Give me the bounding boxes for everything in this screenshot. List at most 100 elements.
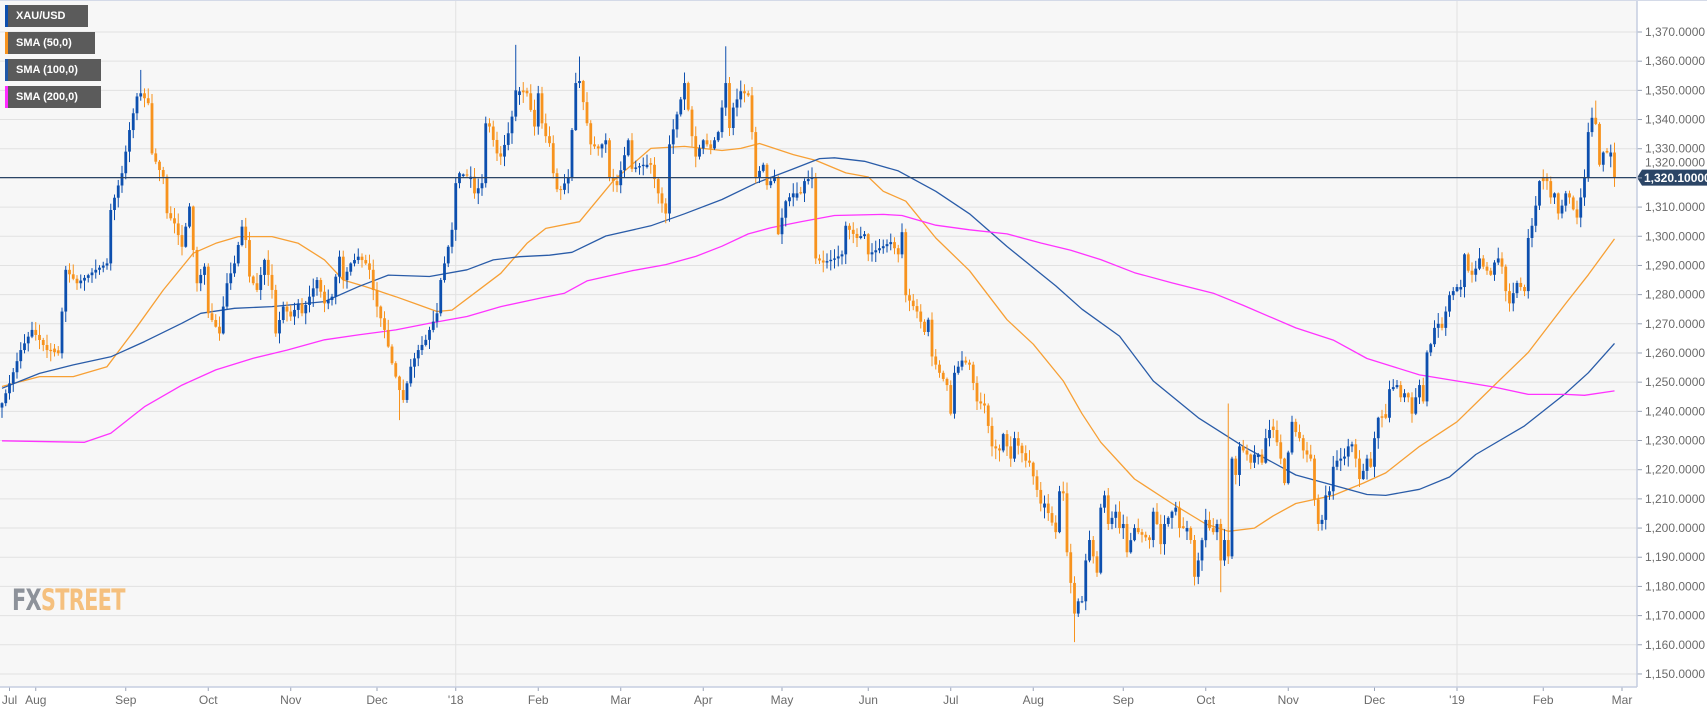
candle-up	[1365, 454, 1369, 480]
candle-up	[83, 275, 86, 291]
candle-up	[1088, 530, 1091, 563]
candle-up	[578, 56, 581, 88]
candle-down	[473, 168, 476, 199]
y-tick-label: 1,190.0000	[1645, 550, 1705, 564]
candle-body	[446, 246, 450, 264]
candle-body	[1545, 178, 1549, 182]
candle-body	[1496, 258, 1500, 263]
legend-label: SMA (200,0)	[16, 91, 78, 103]
candle-down	[499, 146, 503, 165]
candle-up	[349, 262, 353, 276]
candle-body	[675, 114, 679, 130]
candle-up	[1099, 503, 1103, 575]
candle-down	[75, 275, 79, 290]
candle-body	[1133, 528, 1136, 541]
candle-down	[1541, 169, 1545, 190]
candle-up	[484, 116, 488, 188]
candle-down	[1234, 455, 1238, 485]
x-tick-label: '18	[448, 693, 464, 707]
candle-body	[206, 266, 210, 314]
candle-body	[210, 313, 214, 321]
legend-item-sma100[interactable]: SMA (100,0)	[5, 59, 101, 81]
candle-body	[1369, 458, 1373, 467]
candle-body	[390, 346, 394, 364]
candle-body	[1331, 466, 1335, 492]
candle-body	[1343, 456, 1346, 459]
candle-body	[596, 146, 600, 149]
candle-up	[1373, 431, 1376, 478]
candle-down	[1275, 420, 1279, 446]
candle-body	[169, 213, 173, 219]
candle-body	[1020, 445, 1024, 454]
candle-body	[941, 372, 945, 379]
candle-body	[1575, 209, 1579, 218]
candle-down	[1226, 403, 1230, 564]
candle-body	[368, 263, 371, 270]
candle-body	[776, 177, 780, 235]
y-tick-label: 1,220.0000	[1645, 463, 1705, 477]
candle-body	[1290, 421, 1294, 453]
candle-down	[990, 417, 994, 457]
candle-body	[1313, 458, 1316, 500]
candle-body	[1519, 282, 1523, 288]
candle-body	[1129, 540, 1133, 553]
candle-up	[23, 334, 26, 354]
candle-body	[394, 363, 398, 377]
candle-down	[56, 346, 60, 356]
candles	[0, 44, 1616, 643]
candle-body	[701, 140, 705, 149]
candle-down	[1283, 457, 1286, 486]
candle-down	[165, 174, 169, 219]
candle-up	[1350, 441, 1354, 453]
candle-down	[41, 337, 45, 352]
legend-color-swatch	[5, 32, 8, 54]
candle-body	[780, 217, 784, 235]
candle-down	[559, 185, 563, 200]
x-tick-label: Feb	[528, 693, 549, 707]
candle-body	[143, 93, 146, 99]
candle-down	[540, 86, 544, 129]
candle-up	[439, 277, 443, 317]
candle-up	[105, 258, 109, 270]
candle-body	[71, 274, 75, 279]
y-tick-label: 1,160.0000	[1645, 638, 1705, 652]
candle-body	[833, 258, 836, 260]
candle-up	[1478, 247, 1481, 271]
legend-item-xauusd[interactable]: XAU/USD	[5, 5, 88, 27]
candle-body	[836, 256, 840, 259]
candle-body	[1125, 523, 1129, 553]
candle-body	[353, 260, 356, 264]
legend-item-sma50[interactable]: SMA (50,0)	[5, 32, 95, 54]
candle-up	[701, 139, 705, 155]
candle-up	[773, 169, 776, 184]
candle-up	[409, 358, 413, 387]
candle-down	[1009, 436, 1013, 467]
candle-body	[743, 91, 746, 94]
candle-down	[1406, 392, 1410, 403]
candle-body	[720, 107, 724, 133]
candle-body	[296, 303, 300, 310]
candle-up	[60, 307, 64, 359]
candle-up	[356, 248, 360, 264]
legend-item-sma200[interactable]: SMA (200,0)	[5, 86, 101, 108]
x-tick-label: Feb	[1533, 693, 1554, 707]
candle-body	[660, 193, 664, 204]
candle-up	[1076, 598, 1080, 617]
candle-up	[956, 361, 960, 375]
candle-body	[83, 277, 86, 281]
candle-down	[1189, 526, 1193, 544]
candle-body	[1478, 258, 1481, 269]
candle-body	[34, 329, 38, 335]
candle-body	[1271, 426, 1275, 431]
candle-body	[555, 173, 559, 190]
candle-body	[4, 393, 8, 404]
candle-body	[788, 197, 791, 202]
candle-up	[1429, 342, 1433, 357]
candle-body	[293, 309, 296, 317]
candle-up	[1346, 438, 1350, 467]
x-tick-label: Jul	[943, 693, 958, 707]
candle-body	[371, 269, 375, 290]
candle-body	[285, 306, 289, 312]
candle-body	[1320, 519, 1324, 524]
candle-down	[656, 177, 660, 204]
